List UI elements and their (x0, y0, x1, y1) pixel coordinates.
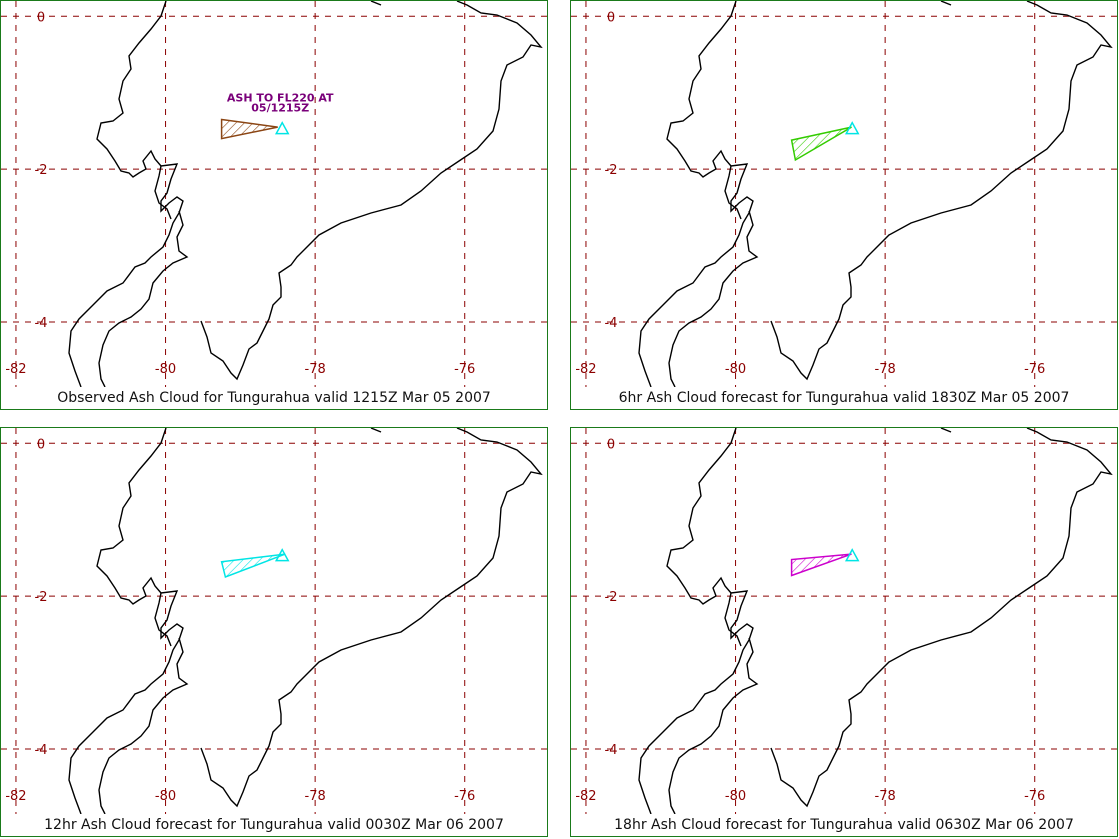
longitude-label: -82 (5, 362, 26, 377)
coastline (98, 210, 189, 387)
longitude-label: -76 (454, 362, 475, 377)
volcano-triangle-icon (844, 548, 860, 562)
volcano-triangle-icon (844, 121, 860, 135)
latitude-label: -4 (35, 316, 48, 331)
coastline (154, 592, 172, 647)
map-18hr-forecast: -82 -80 -78 -76 0 -2 -4 (571, 428, 1117, 814)
coastline (370, 1, 382, 6)
coastline (68, 1, 184, 387)
coastline (724, 165, 742, 220)
coastline (940, 428, 952, 433)
panel-6hr-forecast: -82 -80 -78 -76 0 -2 -4 6hr Ash Cloud forecast… (570, 0, 1118, 410)
coastline (770, 428, 1113, 808)
latitude-label: -4 (605, 743, 618, 758)
latitude-label: -2 (605, 590, 618, 605)
caption-observed: Observed Ash Cloud for Tungurahua valid … (57, 390, 491, 406)
coastline (200, 1, 543, 381)
caption-12hr-forecast: 12hr Ash Cloud forecast for Tungurahua v… (44, 817, 504, 833)
map-12hr-forecast: -82 -80 -78 -76 0 -2 -4 (1, 428, 547, 814)
longitude-label: -82 (575, 789, 596, 804)
latitude-label: 0 (607, 437, 615, 452)
latitude-label: 0 (37, 10, 45, 25)
volcano-triangle-icon (274, 121, 290, 135)
ash-annotation-text: 05/1215Z (251, 102, 309, 115)
longitude-label: -80 (725, 789, 746, 804)
coastline (370, 428, 382, 433)
latitude-label: 0 (607, 10, 615, 25)
longitude-label: -80 (155, 362, 176, 377)
latitude-label: -2 (605, 163, 618, 178)
longitude-label: -78 (875, 362, 896, 377)
coastline (638, 1, 754, 387)
ash-annotation-text: ASH TO FL220 AT (227, 92, 334, 105)
caption-18hr-forecast: 18hr Ash Cloud forecast for Tungurahua v… (614, 817, 1074, 833)
coastline (668, 637, 759, 814)
ash-cloud-polygon (790, 553, 852, 577)
panel-observed: -82 -80 -78 -76 0 -2 -4 ASH TO FL220 AT 05/1215Z… (0, 0, 548, 410)
coastline (638, 428, 754, 814)
coastline (68, 428, 184, 814)
volcano-triangle-icon (274, 548, 290, 562)
longitude-label: -78 (875, 789, 896, 804)
latitude-label: -2 (35, 163, 48, 178)
caption-6hr-forecast: 6hr Ash Cloud forecast for Tungurahua va… (618, 390, 1070, 406)
coastline (770, 1, 1113, 381)
longitude-label: -78 (305, 789, 326, 804)
map-6hr-forecast: -82 -80 -78 -76 0 -2 -4 (571, 1, 1117, 387)
ash-cloud-polygon (790, 126, 852, 162)
coastline (98, 637, 189, 814)
longitude-label: -82 (5, 789, 26, 804)
longitude-label: -76 (1024, 789, 1045, 804)
ash-cloud-polygon (220, 553, 286, 579)
coastline (724, 592, 742, 647)
latitude-label: 0 (37, 437, 45, 452)
longitude-label: -80 (725, 362, 746, 377)
coastline (154, 165, 172, 220)
longitude-label: -76 (1024, 362, 1045, 377)
latitude-label: -4 (605, 316, 618, 331)
latitude-label: -4 (35, 743, 48, 758)
ash-cloud-polygon (220, 118, 278, 140)
longitude-label: -80 (155, 789, 176, 804)
longitude-label: -82 (575, 362, 596, 377)
panel-18hr-forecast: -82 -80 -78 -76 0 -2 -4 18hr Ash Cloud forecas… (570, 427, 1118, 837)
longitude-label: -78 (305, 362, 326, 377)
panel-12hr-forecast: -82 -80 -78 -76 0 -2 -4 12hr Ash Cloud forecas… (0, 427, 548, 837)
coastline (668, 210, 759, 387)
coastline (940, 1, 952, 6)
longitude-label: -76 (454, 789, 475, 804)
latitude-label: -2 (35, 590, 48, 605)
coastline (200, 428, 543, 808)
